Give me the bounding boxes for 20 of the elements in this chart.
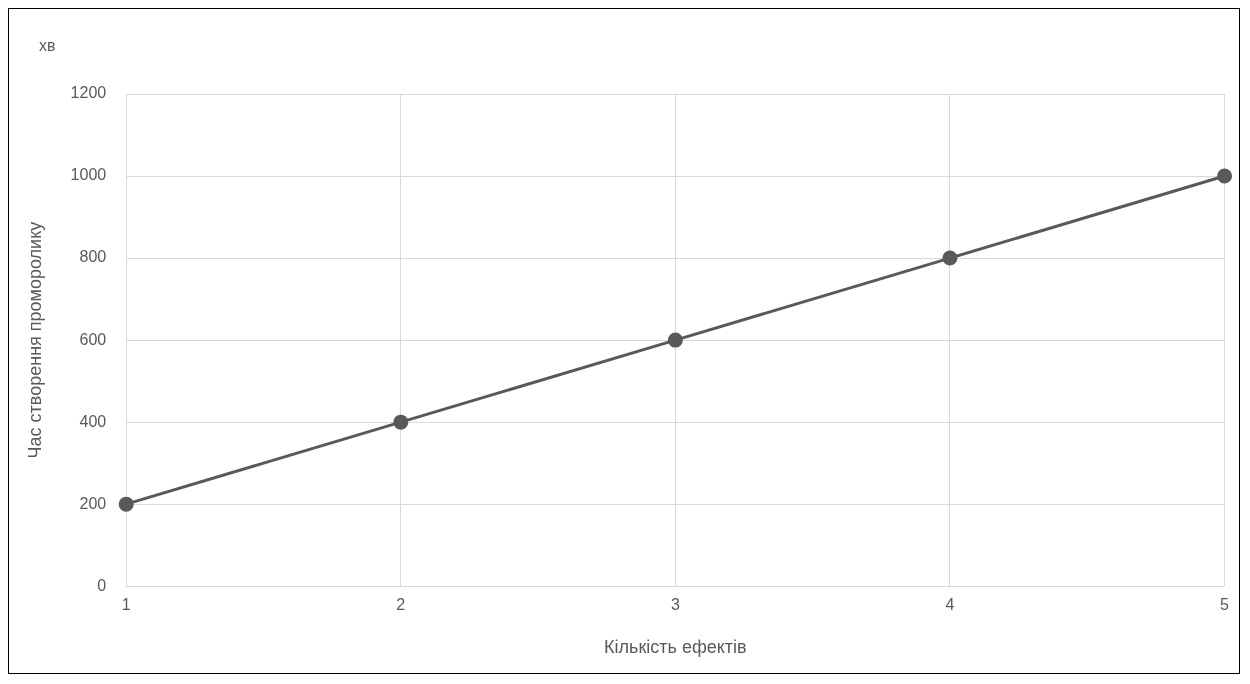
y-tick-label: 400 (79, 412, 107, 430)
x-axis-title: Кількість ефектів (604, 637, 747, 658)
point (942, 250, 958, 266)
x-tick-label: 3 (670, 596, 680, 614)
x-tick-label: 1 (121, 596, 131, 614)
y-tick-label: 1000 (70, 166, 107, 184)
point (118, 496, 134, 512)
y-tick-label: 1200 (70, 84, 107, 102)
text: хв (39, 37, 56, 55)
point (393, 414, 409, 430)
point (1217, 168, 1233, 184)
y-tick-label: 800 (79, 248, 107, 266)
x-tick-label: 2 (396, 596, 406, 614)
y-tick-label: 600 (79, 330, 107, 348)
x-tick-label: 4 (945, 596, 955, 614)
y-axis-title: Час створення проморолику (24, 221, 45, 459)
y-tick-label: 200 (79, 494, 107, 512)
y-tick-label: 0 (97, 576, 107, 594)
x-tick-label: 5 (1220, 596, 1230, 614)
point (667, 332, 683, 348)
